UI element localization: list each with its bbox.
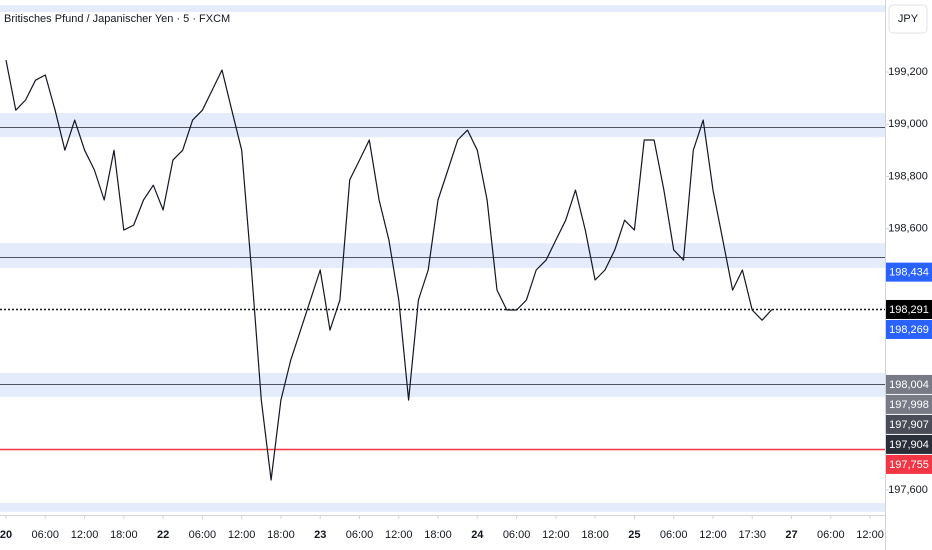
price-label: 197,907 bbox=[889, 419, 929, 431]
price-label: 197,755 bbox=[889, 459, 929, 471]
currency-label[interactable]: JPY bbox=[898, 13, 919, 25]
zone bbox=[0, 5, 885, 13]
price-label-box bbox=[886, 394, 932, 414]
price-label: 198,434 bbox=[889, 267, 929, 279]
y-tick-label: 199,000 bbox=[888, 118, 928, 130]
price-label: 198,291 bbox=[889, 304, 929, 316]
plot-area bbox=[0, 5, 885, 512]
price-line bbox=[5, 59, 773, 481]
x-tick-label: 25 bbox=[628, 529, 640, 541]
x-tick-label: 06:00 bbox=[32, 529, 60, 541]
x-tick-label: 20 bbox=[0, 529, 12, 541]
price-label: 198,004 bbox=[889, 379, 929, 391]
x-tick-label: 18:00 bbox=[267, 529, 295, 541]
currency-button[interactable] bbox=[888, 4, 928, 34]
price-label-box bbox=[886, 374, 932, 394]
x-tick-label: 06:00 bbox=[346, 529, 374, 541]
zone bbox=[0, 502, 885, 512]
y-tick-label: 199,200 bbox=[888, 66, 928, 78]
y-tick-label: 198,800 bbox=[888, 170, 928, 182]
x-tick-label: 12:00 bbox=[71, 529, 99, 541]
x-tick-label: 23 bbox=[314, 529, 326, 541]
x-tick-label: 06:00 bbox=[189, 529, 217, 541]
price-label-box bbox=[886, 319, 932, 339]
x-tick-label: 22 bbox=[157, 529, 169, 541]
price-label-box bbox=[886, 262, 932, 282]
y-tick-label: 197,600 bbox=[888, 484, 928, 496]
price-label-box bbox=[886, 434, 932, 454]
x-tick-label: 18:00 bbox=[581, 529, 609, 541]
x-tick-label: 12:00 bbox=[699, 529, 727, 541]
price-label: 197,998 bbox=[889, 399, 929, 411]
price-label-box bbox=[886, 414, 932, 434]
x-tick-label: 12:00 bbox=[385, 529, 413, 541]
chart-title: Britisches Pfund / Japanischer Yen · 5 ·… bbox=[4, 13, 230, 25]
price-label: 197,904 bbox=[889, 439, 929, 451]
x-tick-label: 17:30 bbox=[738, 529, 766, 541]
x-tick-label: 06:00 bbox=[503, 529, 531, 541]
zone bbox=[0, 113, 885, 138]
x-tick-label: 12:00 bbox=[542, 529, 570, 541]
x-tick-label: 24 bbox=[471, 529, 484, 541]
x-tick-label: 06:00 bbox=[817, 529, 845, 541]
x-tick-label: 06:00 bbox=[660, 529, 688, 541]
x-tick-label: 12:00 bbox=[856, 529, 884, 541]
zone bbox=[0, 243, 885, 268]
price-label-box bbox=[886, 299, 932, 319]
x-tick-label: 12:00 bbox=[228, 529, 256, 541]
x-tick-label: 18:00 bbox=[424, 529, 452, 541]
price-label: 198,269 bbox=[889, 324, 929, 336]
price-label-box bbox=[886, 454, 932, 474]
y-tick-label: 198,600 bbox=[888, 223, 928, 235]
x-tick-label: 27 bbox=[785, 529, 797, 541]
x-tick-label: 18:00 bbox=[110, 529, 138, 541]
